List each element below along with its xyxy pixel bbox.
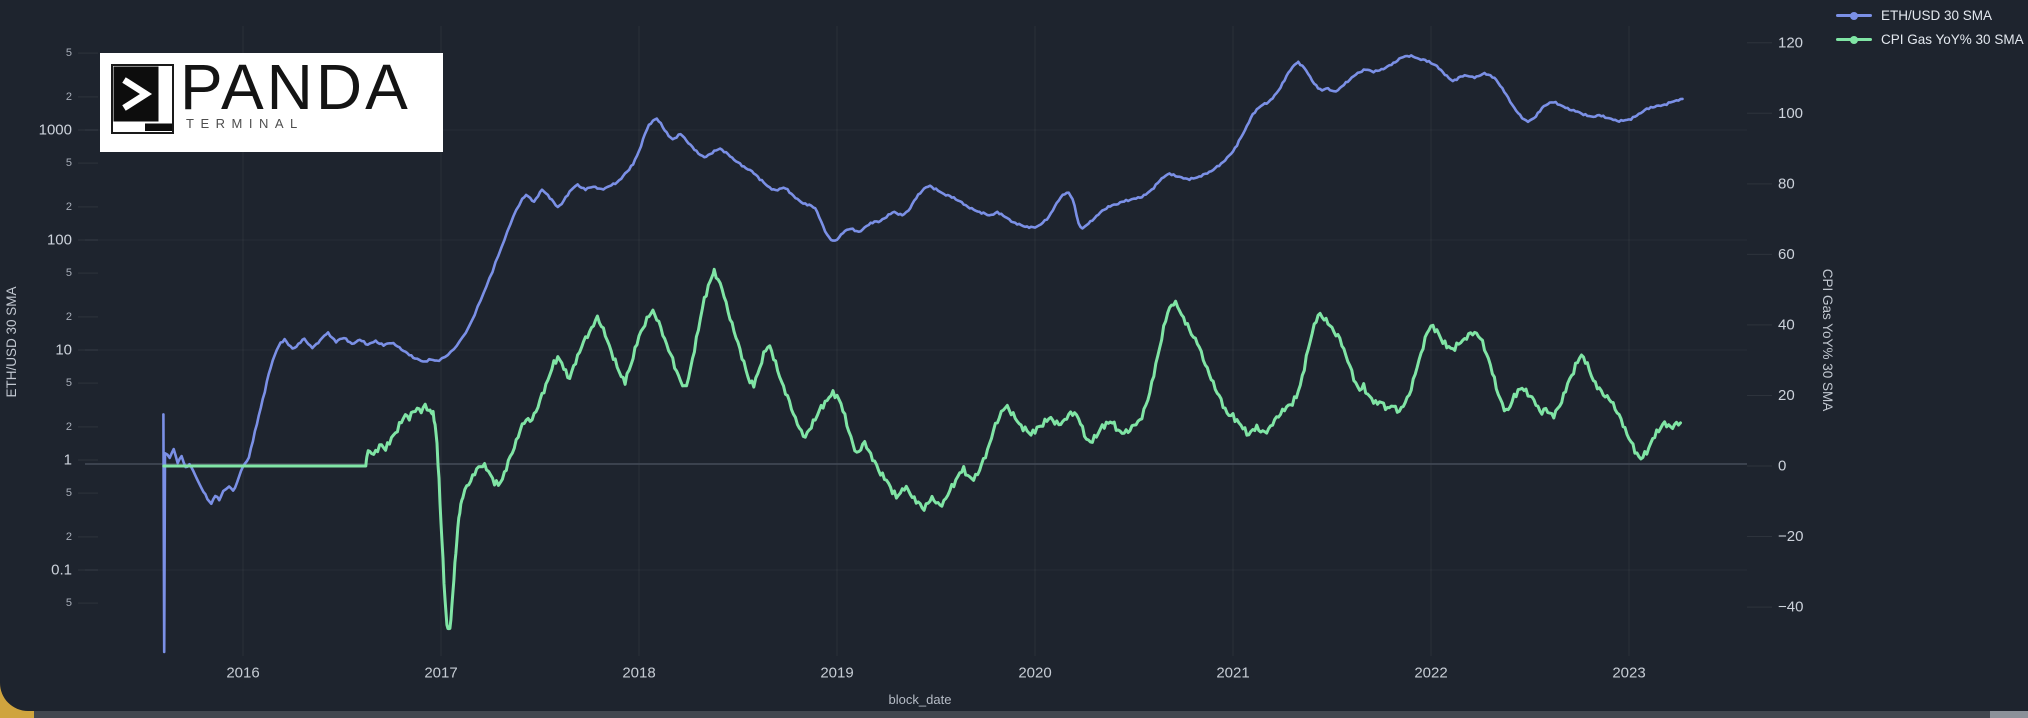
y-right-tick-label: 120 — [1778, 34, 1803, 51]
y-right-tick-label: 0 — [1778, 458, 1786, 475]
y-left-tick-label: 1 — [64, 452, 72, 469]
y-left-tick-label: 5 — [66, 377, 72, 389]
y-right-tick-label: −40 — [1778, 599, 1803, 616]
y-left-tick-label: 5 — [66, 157, 72, 169]
legend-item-cpi-gas[interactable]: CPI Gas YoY% 30 SMA — [1836, 30, 2024, 49]
y-left-tick-label: 2 — [66, 531, 72, 543]
y-right-tick-label: −20 — [1778, 528, 1803, 545]
legend-label: CPI Gas YoY% 30 SMA — [1881, 32, 2024, 47]
y-left-tick-label: 2 — [66, 201, 72, 213]
x-tick-label: 2019 — [820, 665, 853, 682]
y-left-tick-label: 5 — [66, 47, 72, 59]
y-left-tick-label: 0.1 — [51, 562, 72, 579]
y-left-tick-label: 5 — [66, 487, 72, 499]
panda-terminal-logo: PANDA TERMINAL — [100, 53, 443, 152]
legend-line-swatch-cpi — [1836, 35, 1872, 44]
x-axis-title: block_date — [889, 692, 952, 707]
x-tick-label: 2017 — [424, 665, 457, 682]
y-right-axis-title: CPI Gas YoY% 30 SMA — [1820, 269, 1835, 412]
y-left-tick-label: 2 — [66, 421, 72, 433]
y-left-axis-title: ETH/USD 30 SMA — [4, 286, 19, 397]
x-tick-label: 2016 — [226, 665, 259, 682]
bottom-scrollbar-track[interactable] — [34, 711, 2028, 718]
y-left-tick-label: 2 — [66, 91, 72, 103]
bottom-scrollbar-thumb[interactable] — [1990, 711, 2028, 718]
legend-label: ETH/USD 30 SMA — [1881, 8, 1993, 23]
x-tick-label: 2018 — [622, 665, 655, 682]
eth-usd-series-line[interactable] — [162, 54, 1684, 654]
y-right-tick-label: 20 — [1778, 387, 1795, 404]
legend-marker-dot — [1850, 35, 1858, 44]
cpi-gas-series-line[interactable] — [162, 267, 1682, 631]
y-right-tick-label: 40 — [1778, 316, 1795, 333]
y-right-tick-label: 100 — [1778, 105, 1803, 122]
legend-item-eth-usd[interactable]: ETH/USD 30 SMA — [1836, 6, 2024, 25]
y-left-tick-label: 5 — [66, 597, 72, 609]
brand-name: PANDA — [180, 51, 411, 123]
x-tick-label: 2022 — [1414, 665, 1447, 682]
legend-marker-dot — [1850, 11, 1858, 20]
x-tick-label: 2021 — [1216, 665, 1249, 682]
series-lines — [162, 54, 1684, 654]
y-left-tick-label: 10 — [55, 342, 72, 359]
y-right-tick-label: 80 — [1778, 175, 1795, 192]
y-left-tick-label: 5 — [66, 267, 72, 279]
brand-subtitle: TERMINAL — [186, 116, 304, 131]
y-left-tick-label: 2 — [66, 311, 72, 323]
y-right-tick-label: 60 — [1778, 246, 1795, 263]
terminal-prompt-icon — [111, 64, 174, 134]
x-tick-label: 2023 — [1612, 665, 1645, 682]
legend-line-swatch-eth — [1836, 11, 1872, 20]
axis-tick-labels: 5 2 1000 5 2 100 5 2 10 5 2 1 5 2 0.1 5 120 100 80 60 40 20 0 −… — [39, 34, 1804, 681]
y-left-tick-label: 1000 — [39, 122, 72, 139]
x-tick-label: 2020 — [1018, 665, 1051, 682]
y-left-tick-label: 100 — [47, 232, 72, 249]
chart-legend: ETH/USD 30 SMA CPI Gas YoY% 30 SMA — [1836, 6, 2024, 49]
